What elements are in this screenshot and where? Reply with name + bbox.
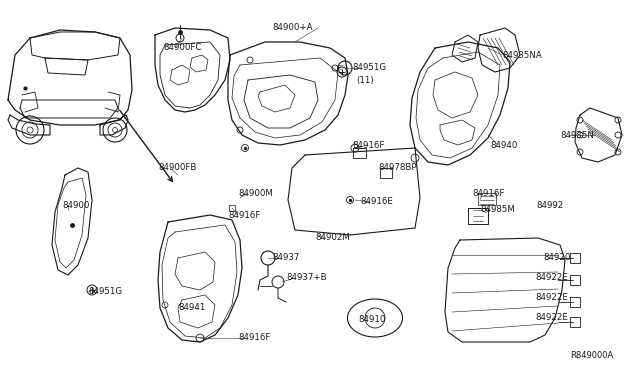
Text: (11): (11): [356, 76, 374, 84]
Text: 84910: 84910: [358, 315, 385, 324]
Text: 84900FB: 84900FB: [158, 164, 196, 173]
Ellipse shape: [348, 299, 403, 337]
Text: R849000A: R849000A: [570, 352, 613, 360]
Text: 84916E: 84916E: [360, 198, 393, 206]
Text: 84951G: 84951G: [88, 288, 122, 296]
Text: 84900: 84900: [62, 201, 90, 209]
Text: 84940: 84940: [490, 141, 517, 150]
Text: 84900M: 84900M: [238, 189, 273, 198]
Text: 84916F: 84916F: [352, 141, 385, 150]
Text: 84916F: 84916F: [238, 334, 270, 343]
Text: 84992: 84992: [536, 201, 563, 209]
Text: 84920: 84920: [543, 253, 570, 263]
Text: 84937+B: 84937+B: [286, 273, 326, 282]
Text: 84922E: 84922E: [535, 314, 568, 323]
Text: 84935N: 84935N: [560, 131, 594, 140]
Text: 84985M: 84985M: [480, 205, 515, 215]
Text: C: C: [337, 64, 343, 72]
Text: 84922E: 84922E: [535, 294, 568, 302]
Text: 84978BP: 84978BP: [378, 164, 417, 173]
Text: 84951G: 84951G: [352, 64, 386, 73]
Text: 84902M: 84902M: [315, 234, 350, 243]
Text: 84937: 84937: [272, 253, 300, 263]
Text: 84916F: 84916F: [472, 189, 504, 198]
Text: 84922E: 84922E: [535, 273, 568, 282]
Text: 84900FC: 84900FC: [163, 44, 202, 52]
Text: 84935NA: 84935NA: [502, 51, 541, 60]
Text: 84916F: 84916F: [228, 211, 260, 219]
Text: 84941: 84941: [178, 304, 205, 312]
Text: 84900+A: 84900+A: [272, 23, 312, 32]
